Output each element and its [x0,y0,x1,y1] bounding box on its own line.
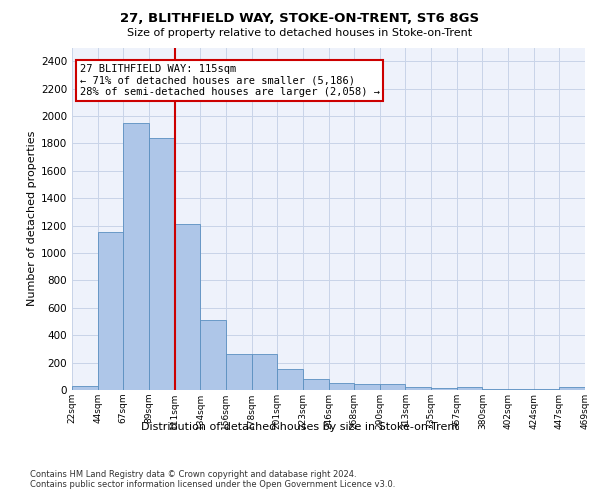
Bar [406,388,431,390]
Bar [457,388,482,390]
Text: Contains HM Land Registry data © Crown copyright and database right 2024.
Contai: Contains HM Land Registry data © Crown c… [30,470,395,490]
Text: Size of property relative to detached houses in Stoke-on-Trent: Size of property relative to detached ho… [127,28,473,38]
Y-axis label: Number of detached properties: Number of detached properties [27,131,37,306]
Text: Distribution of detached houses by size in Stoke-on-Trent: Distribution of detached houses by size … [141,422,459,432]
Bar [354,384,380,390]
Bar [277,369,303,390]
Text: 27, BLITHFIELD WAY, STOKE-ON-TRENT, ST6 8GS: 27, BLITHFIELD WAY, STOKE-ON-TRENT, ST6 … [121,12,479,26]
Bar [200,320,226,390]
Bar [175,224,200,390]
Bar [329,383,354,390]
Text: 27 BLITHFIELD WAY: 115sqm
← 71% of detached houses are smaller (5,186)
28% of se: 27 BLITHFIELD WAY: 115sqm ← 71% of detac… [80,64,380,97]
Bar [226,354,251,390]
Bar [98,232,124,390]
Bar [303,379,329,390]
Bar [380,384,406,390]
Bar [251,354,277,390]
Bar [72,386,98,390]
Bar [559,388,585,390]
Bar [124,123,149,390]
Bar [431,388,457,390]
Bar [149,138,175,390]
